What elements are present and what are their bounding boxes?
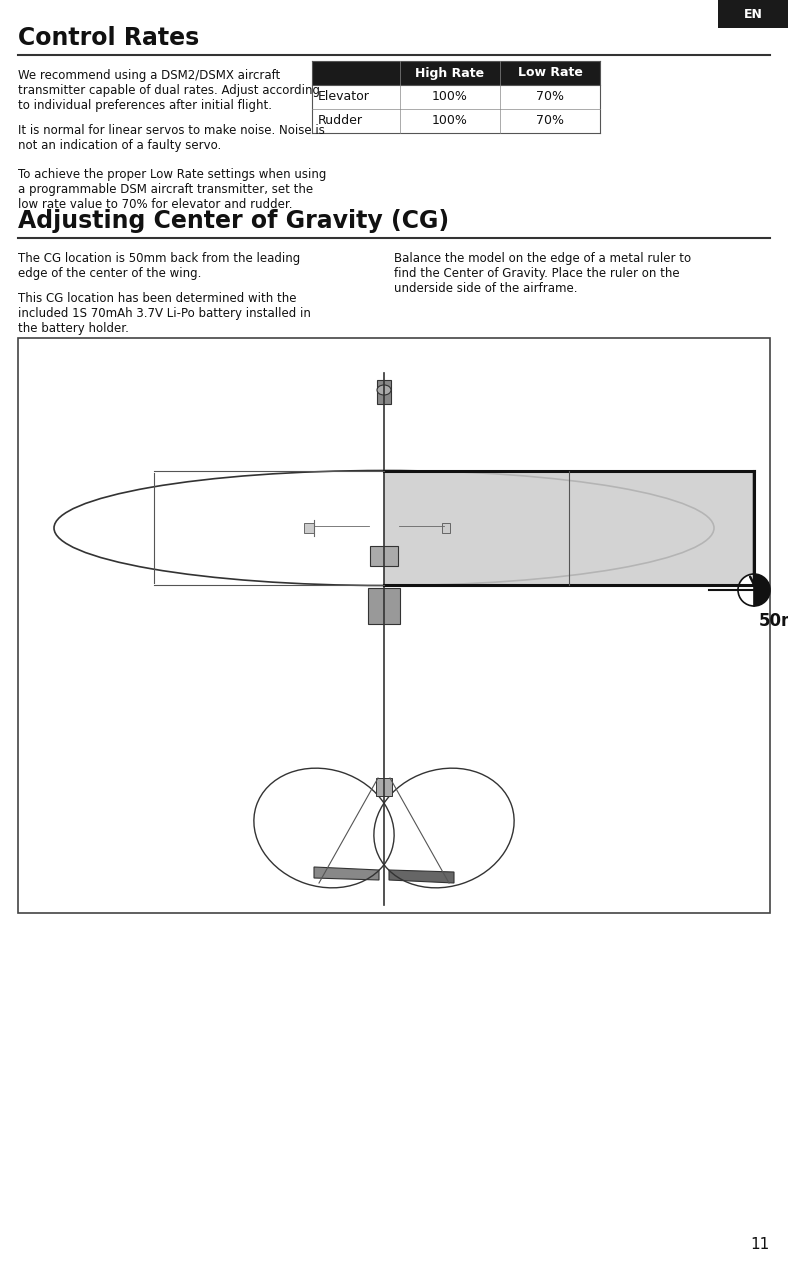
Text: find the Center of Gravity. Place the ruler on the: find the Center of Gravity. Place the ru… [394,267,679,280]
Wedge shape [738,574,754,606]
Text: Balance the model on the edge of a metal ruler to: Balance the model on the edge of a metal… [394,252,691,264]
Text: edge of the center of the wing.: edge of the center of the wing. [18,267,202,280]
Text: This CG location has been determined with the: This CG location has been determined wit… [18,292,296,305]
Text: transmitter capable of dual rates. Adjust according: transmitter capable of dual rates. Adjus… [18,83,320,97]
Polygon shape [389,870,454,883]
Ellipse shape [377,385,391,395]
Bar [376,778,392,796]
Text: Elevator: Elevator [318,91,370,104]
Text: included 1S 70mAh 3.7V Li-Po battery installed in: included 1S 70mAh 3.7V Li-Po battery ins… [18,307,311,320]
Bar [377,380,391,404]
Text: low rate value to 70% for elevator and rudder.: low rate value to 70% for elevator and r… [18,199,292,211]
Text: a programmable DSM aircraft transmitter, set the: a programmable DSM aircraft transmitter,… [18,183,313,196]
Text: 100%: 100% [432,91,468,104]
Bar [368,588,400,624]
Bar [370,546,398,565]
Text: the battery holder.: the battery holder. [18,323,129,335]
Bar [442,522,450,533]
Bar [718,0,788,28]
Text: High Rate: High Rate [415,67,485,80]
Text: to individual preferences after initial flight.: to individual preferences after initial … [18,99,272,113]
Text: Adjusting Center of Gravity (CG): Adjusting Center of Gravity (CG) [18,209,449,233]
Polygon shape [314,867,379,880]
Text: Low Rate: Low Rate [518,67,582,80]
Text: 11: 11 [751,1237,770,1252]
Text: Rudder: Rudder [318,115,363,128]
Text: Control Rates: Control Rates [18,27,199,51]
Wedge shape [754,574,770,606]
Text: We recommend using a DSM2/DSMX aircraft: We recommend using a DSM2/DSMX aircraft [18,70,281,82]
Bar [312,61,600,85]
Text: 50mm: 50mm [759,612,788,630]
Bar [304,522,314,533]
Text: The CG location is 50mm back from the leading: The CG location is 50mm back from the le… [18,252,300,264]
Text: 70%: 70% [536,115,564,128]
Text: underside side of the airframe.: underside side of the airframe. [394,282,578,295]
Bar [312,85,600,109]
Text: not an indication of a faulty servo.: not an indication of a faulty servo. [18,139,221,152]
Text: It is normal for linear servos to make noise. Noise is: It is normal for linear servos to make n… [18,124,325,137]
Bar [384,471,754,584]
Text: 100%: 100% [432,115,468,128]
Text: EN: EN [744,8,763,20]
Text: To achieve the proper Low Rate settings when using: To achieve the proper Low Rate settings … [18,168,326,181]
Bar [312,109,600,133]
Bar [18,338,770,913]
Text: 70%: 70% [536,91,564,104]
